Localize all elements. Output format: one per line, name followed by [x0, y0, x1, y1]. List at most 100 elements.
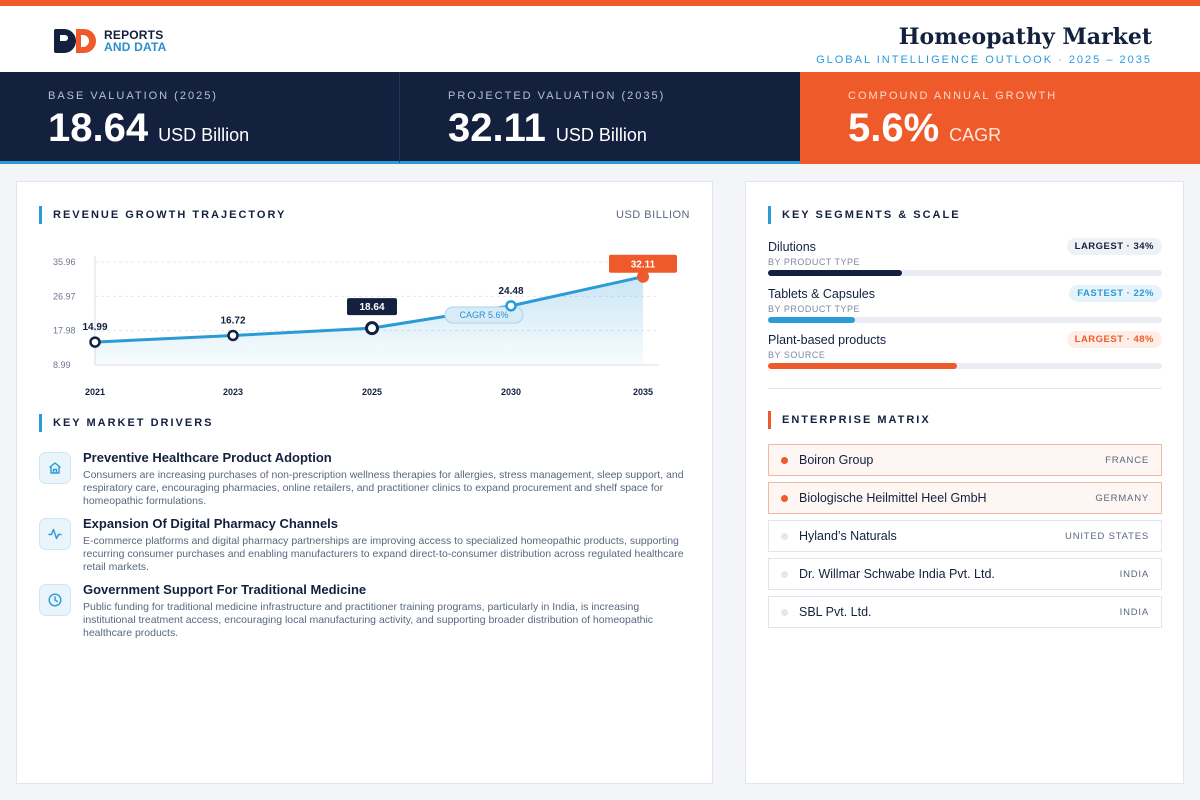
top-accent-bar	[0, 0, 1200, 6]
segment-category: BY PRODUCT TYPE	[768, 304, 861, 314]
table-row[interactable]: SBL Pvt. Ltd. INDIA	[768, 596, 1162, 628]
segment-name: Tablets & Capsules	[768, 287, 876, 301]
company-name: Boiron Group	[799, 453, 874, 467]
data-label: 14.99	[82, 322, 107, 333]
company-name: Hyland’s Naturals	[799, 529, 897, 543]
segments-section-title: KEY SEGMENTS & SCALE	[768, 206, 961, 224]
logo-mark-icon	[54, 29, 98, 53]
data-point	[227, 329, 239, 342]
kpi-base-valuation: BASE VALUATION (2025) 18.64 USD Billion	[0, 72, 400, 164]
segment-plant-based: Plant-based products BY SOURCE LARGEST ·…	[768, 331, 1162, 375]
x-tick-label: 2030	[501, 387, 521, 397]
segment-bar-track	[768, 317, 1162, 323]
data-label: 16.72	[220, 315, 245, 326]
kpi-label: BASE VALUATION (2025)	[48, 90, 218, 102]
data-point	[365, 321, 379, 336]
logo-line-2: AND DATA	[104, 40, 167, 54]
segment-name: Dilutions	[768, 240, 816, 254]
y-tick-label: 17.98	[53, 326, 76, 336]
driver-description: Public funding for traditional medicine …	[83, 601, 654, 639]
table-row[interactable]: Boiron Group FRANCE	[768, 444, 1162, 476]
company-country: FRANCE	[1105, 455, 1149, 466]
status-dot	[781, 495, 788, 502]
y-tick-label: 26.97	[53, 291, 76, 301]
revenue-section-title: REVENUE GROWTH TRAJECTORY	[39, 206, 286, 224]
left-panel: REVENUE GROWTH TRAJECTORY USD BILLION 35…	[16, 181, 713, 784]
data-label: 18.64	[359, 302, 384, 313]
list-item: Preventive Healthcare Product Adoption C…	[39, 450, 689, 516]
drivers-section-title: KEY MARKET DRIVERS	[39, 414, 213, 432]
x-tick-label: 2035	[633, 387, 653, 397]
kpi-unit: CAGR	[949, 125, 1002, 145]
driver-title: Government Support For Traditional Medic…	[83, 582, 367, 597]
segment-bar-fill	[768, 270, 902, 276]
segment-badge: FASTEST · 22%	[1069, 285, 1162, 302]
table-row[interactable]: Hyland’s Naturals UNITED STATES	[768, 520, 1162, 552]
status-dot	[781, 457, 788, 464]
kpi-unit: USD Billion	[555, 125, 647, 145]
segment-bar-fill	[768, 317, 855, 323]
company-name: SBL Pvt. Ltd.	[799, 605, 872, 619]
status-dot	[781, 571, 788, 578]
matrix-section-title: ENTERPRISE MATRIX	[768, 411, 931, 429]
revenue-unit-label: USD BILLION	[616, 209, 690, 221]
company-country: INDIA	[1119, 569, 1149, 580]
end-label-box	[609, 254, 677, 273]
company-name: Dr. Willmar Schwabe India Pvt. Ltd.	[799, 567, 995, 581]
table-row[interactable]: Dr. Willmar Schwabe India Pvt. Ltd. INDI…	[768, 558, 1162, 590]
logo-line-1: REPORTS	[104, 28, 164, 42]
segment-dilutions: Dilutions BY PRODUCT TYPE LARGEST · 34%	[768, 238, 1162, 282]
segment-name: Plant-based products	[768, 333, 887, 347]
driver-description: E-commerce platforms and digital pharmac…	[83, 535, 684, 573]
x-tick-label: 2023	[223, 387, 243, 397]
data-point	[505, 300, 517, 312]
area-fill	[95, 276, 643, 365]
segment-tablets-capsules: Tablets & Capsules BY PRODUCT TYPE FASTE…	[768, 285, 1162, 329]
x-tick-label: 2021	[85, 387, 105, 397]
segment-category: BY SOURCE	[768, 350, 826, 360]
y-tick-label: 35.96	[53, 257, 76, 267]
company-name: Biologische Heilmittel Heel GmbH	[799, 491, 987, 505]
home-icon	[39, 452, 71, 484]
drivers-list: Preventive Healthcare Product Adoption C…	[39, 450, 689, 648]
page-subtitle: GLOBAL INTELLIGENCE OUTLOOK · 2025 – 203…	[816, 54, 1152, 66]
activity-icon	[39, 518, 71, 550]
driver-title: Preventive Healthcare Product Adoption	[83, 450, 332, 465]
data-point	[89, 336, 101, 348]
company-country: GERMANY	[1095, 493, 1149, 504]
kpi-value: 5.6%	[848, 106, 940, 150]
table-row[interactable]: Biologische Heilmittel Heel GmbH GERMANY	[768, 482, 1162, 514]
y-tick-label: 8.99	[53, 360, 71, 370]
kpi-row: BASE VALUATION (2025) 18.64 USD Billion …	[0, 72, 1200, 164]
logo-text: REPORTS AND DATA	[104, 29, 166, 53]
data-point	[637, 270, 649, 283]
revenue-chart: 35.96 26.97 17.98 8.99 2021 2023 2025 2030 2035 C…	[37, 242, 697, 402]
data-label: 32.11	[631, 260, 656, 271]
segment-badge: LARGEST · 48%	[1066, 331, 1162, 348]
segment-category: BY PRODUCT TYPE	[768, 257, 861, 267]
driver-title: Expansion Of Digital Pharmacy Channels	[83, 516, 339, 531]
x-tick-label: 2025	[362, 387, 382, 397]
company-country: INDIA	[1119, 607, 1149, 618]
highlight-label-box	[347, 298, 397, 316]
cagr-annotation-label: CAGR 5.6%	[459, 310, 508, 320]
company-country: UNITED STATES	[1065, 531, 1149, 542]
kpi-unit: USD Billion	[158, 125, 250, 145]
section-divider	[768, 388, 1162, 389]
clock-icon	[39, 584, 71, 616]
status-dot	[781, 609, 788, 616]
kpi-value: 18.64	[48, 106, 149, 150]
cagr-annotation-pill	[444, 306, 524, 324]
segment-bar-fill	[768, 363, 957, 369]
status-dot	[781, 533, 788, 540]
right-panel: KEY SEGMENTS & SCALE Dilutions BY PRODUC…	[745, 181, 1184, 784]
kpi-value: 32.11	[448, 106, 546, 150]
page-header: REPORTS AND DATA Homeopathy Market GLOBA…	[0, 6, 1200, 72]
kpi-projected-valuation: PROJECTED VALUATION (2035) 32.11 USD Bil…	[400, 72, 800, 164]
list-item: Expansion Of Digital Pharmacy Channels E…	[39, 516, 689, 582]
driver-description: Consumers are increasing purchases of no…	[83, 469, 684, 507]
brand-logo: REPORTS AND DATA	[54, 28, 166, 54]
kpi-cagr: COMPOUND ANNUAL GROWTH 5.6% CAGR	[800, 72, 1200, 164]
page-title: Homeopathy Market	[898, 24, 1152, 50]
data-label: 24.48	[498, 286, 523, 297]
